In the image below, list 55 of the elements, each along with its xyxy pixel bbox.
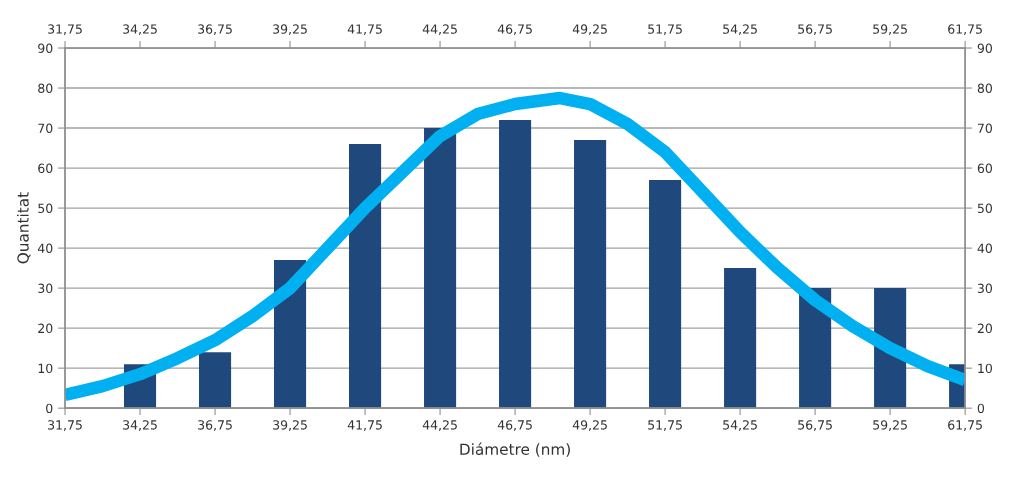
y-tick-label: 0 <box>46 403 53 414</box>
bar <box>724 268 757 409</box>
y2-tick-label: 10 <box>978 363 992 374</box>
y2-tick-label: 50 <box>977 203 992 214</box>
x2-tick-label: 41,75 <box>347 24 382 36</box>
y2-tick-label: 70 <box>977 123 992 133</box>
x2-tick-label: 44,25 <box>422 24 457 36</box>
x2-tick-label: 61,75 <box>948 24 982 36</box>
x-tick-label: 61,75 <box>948 420 982 431</box>
x-tick-label: 36,75 <box>198 420 232 431</box>
y-tick-label: 10 <box>38 363 53 374</box>
x-tick-label: 59,25 <box>873 420 907 431</box>
bar <box>499 120 532 409</box>
y2-tick-label: 60 <box>977 163 992 173</box>
x2-tick-label: 31,75 <box>48 24 82 36</box>
y2-tick-label: 40 <box>977 243 992 254</box>
y2-tick-label: 80 <box>977 83 992 93</box>
y-tick-label: 90 <box>38 43 53 53</box>
bar <box>349 144 382 409</box>
y2-tick-label: 90 <box>977 43 992 53</box>
x-tick-label: 41,75 <box>347 420 382 431</box>
x-tick-label: 31,75 <box>48 420 82 431</box>
y-tick-label: 30 <box>38 283 53 294</box>
y-tick-label: 60 <box>38 163 53 173</box>
x-tick-label: 49,25 <box>572 420 607 431</box>
y2-tick-label: 30 <box>977 283 992 294</box>
bar <box>424 128 457 409</box>
x2-tick-label: 34,25 <box>123 24 157 36</box>
x-tick-label: 44,25 <box>422 420 457 431</box>
x2-tick-label: 36,75 <box>198 24 232 36</box>
x-tick-label: 51,75 <box>648 420 682 431</box>
bar <box>198 352 232 409</box>
y-tick-label: 40 <box>37 243 53 254</box>
x-tick-label: 56,75 <box>798 420 832 431</box>
y-tick-label: 80 <box>38 83 53 93</box>
x2-tick-label: 49,25 <box>572 24 607 36</box>
x-tick-label: 54,25 <box>723 420 757 431</box>
x2-tick-label: 39,25 <box>273 24 307 36</box>
y2-tick-label: 0 <box>977 403 985 414</box>
x-tick-label: 39,25 <box>273 420 307 431</box>
x-axis-title: Diámetre (nm) <box>460 442 570 457</box>
x-tick-label: 46,75 <box>497 420 532 431</box>
x2-tick-label: 51,75 <box>648 24 682 36</box>
bar <box>574 140 607 409</box>
x2-tick-label: 56,75 <box>798 24 832 36</box>
x2-tick-label: 59,25 <box>873 24 907 36</box>
y2-tick-label: 20 <box>977 323 992 334</box>
y-axis-title: Quantitat <box>16 192 31 264</box>
x-tick-label: 34,25 <box>123 420 157 431</box>
y-tick-label: 70 <box>38 123 53 133</box>
bar <box>649 180 682 409</box>
y-tick-label: 50 <box>38 203 53 214</box>
x2-tick-label: 54,25 <box>723 24 757 36</box>
x2-tick-label: 46,75 <box>497 24 532 36</box>
y-tick-label: 20 <box>38 323 53 334</box>
